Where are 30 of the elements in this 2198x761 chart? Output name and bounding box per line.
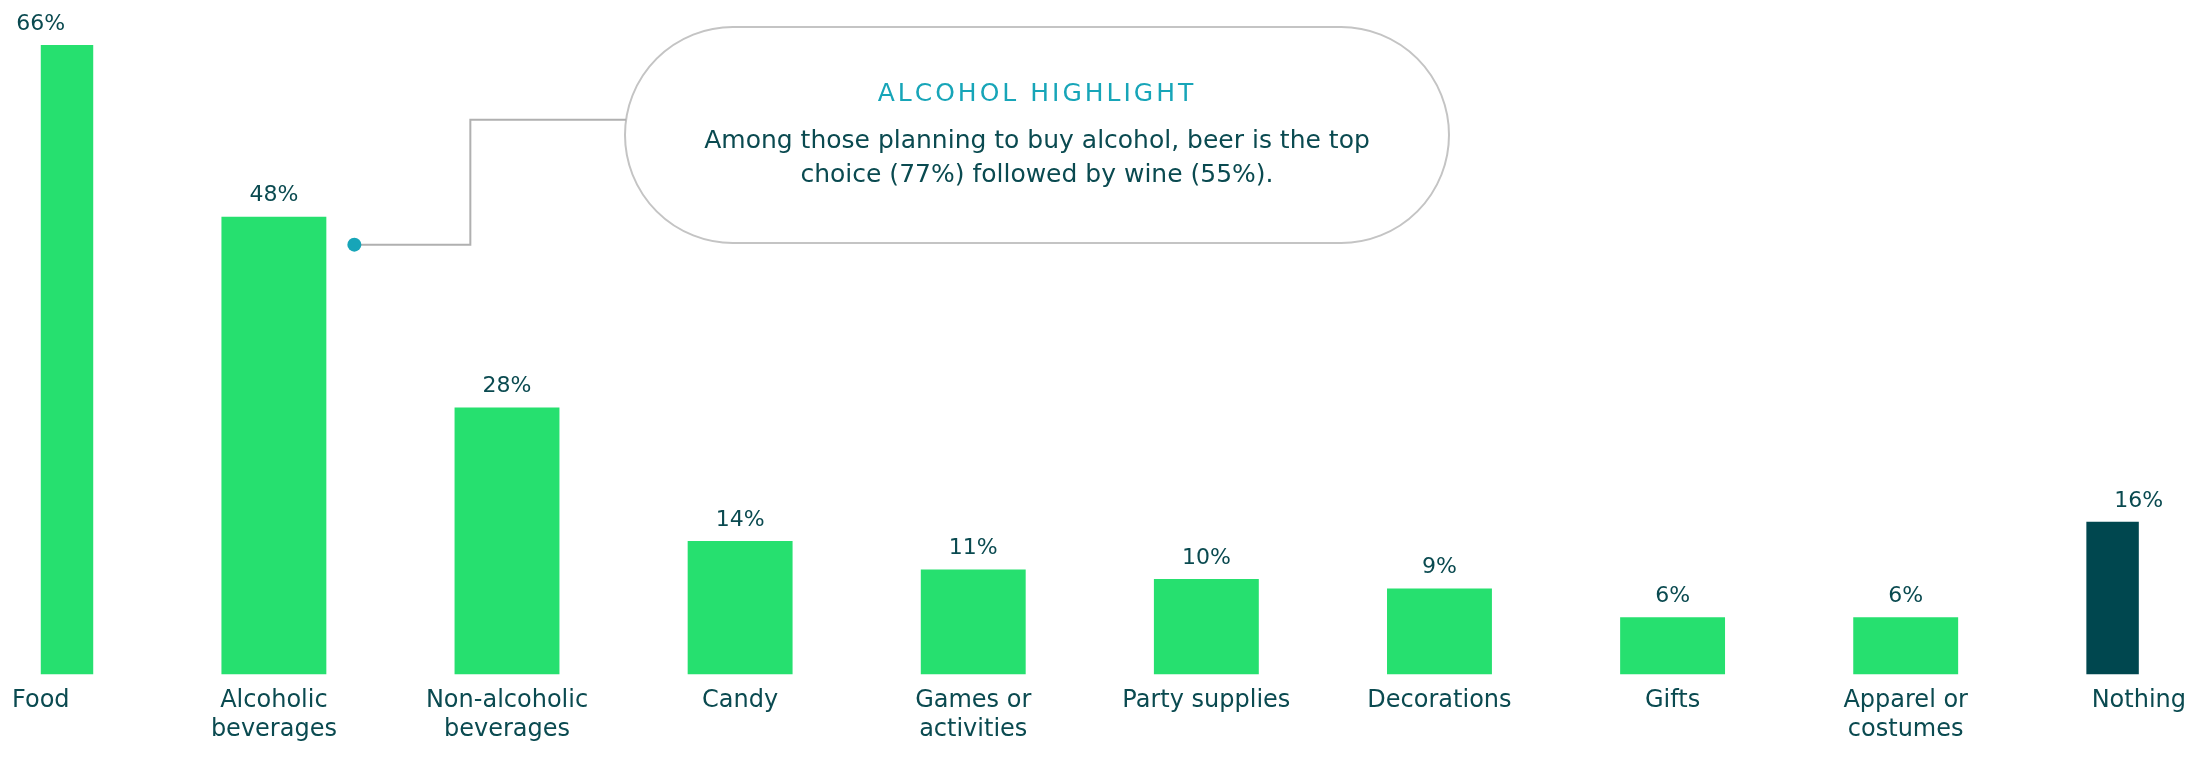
- x-tick-label: Gifts: [1644, 685, 1701, 714]
- x-tick-label: Alcoholic beverages: [210, 685, 337, 742]
- x-tick-label: Candy: [702, 685, 779, 714]
- data-label: 14%: [715, 505, 765, 531]
- x-tick-label: Nothing: [2091, 685, 2186, 714]
- bar: [221, 216, 327, 675]
- x-tick-label: Food: [11, 685, 70, 714]
- x-tick-label: Games or activities: [915, 685, 1032, 742]
- bar: [920, 569, 1026, 675]
- data-label: 28%: [482, 372, 532, 398]
- bar: [1853, 617, 1959, 675]
- data-label: 9%: [1422, 553, 1457, 579]
- bar: [1387, 588, 1492, 675]
- annotation: ALCOHOL HIGHLIGHT: [876, 78, 1198, 107]
- bar: [454, 407, 560, 675]
- x-tick-label: Apparel or costumes: [1843, 685, 1969, 742]
- bar: [687, 540, 793, 675]
- data-label: 16%: [2114, 486, 2164, 512]
- bar: [1153, 579, 1259, 675]
- x-tick-label: Party supplies: [1122, 685, 1291, 714]
- bar: [1620, 617, 1726, 675]
- data-label: 10%: [1181, 543, 1231, 569]
- data-label: 48%: [249, 181, 299, 207]
- data-label: 66%: [16, 9, 66, 35]
- data-label: 6%: [1655, 581, 1691, 607]
- x-tick-label: Decorations: [1367, 685, 1512, 714]
- annotation: Among those planning to buy alcohol, beer is the top choice (77%) followed by wine (55%).: [703, 124, 1371, 190]
- data-label: 6%: [1888, 581, 1924, 607]
- x-tick-label: Non-alcoholic beverages: [425, 685, 589, 742]
- data-label: 11%: [948, 534, 998, 560]
